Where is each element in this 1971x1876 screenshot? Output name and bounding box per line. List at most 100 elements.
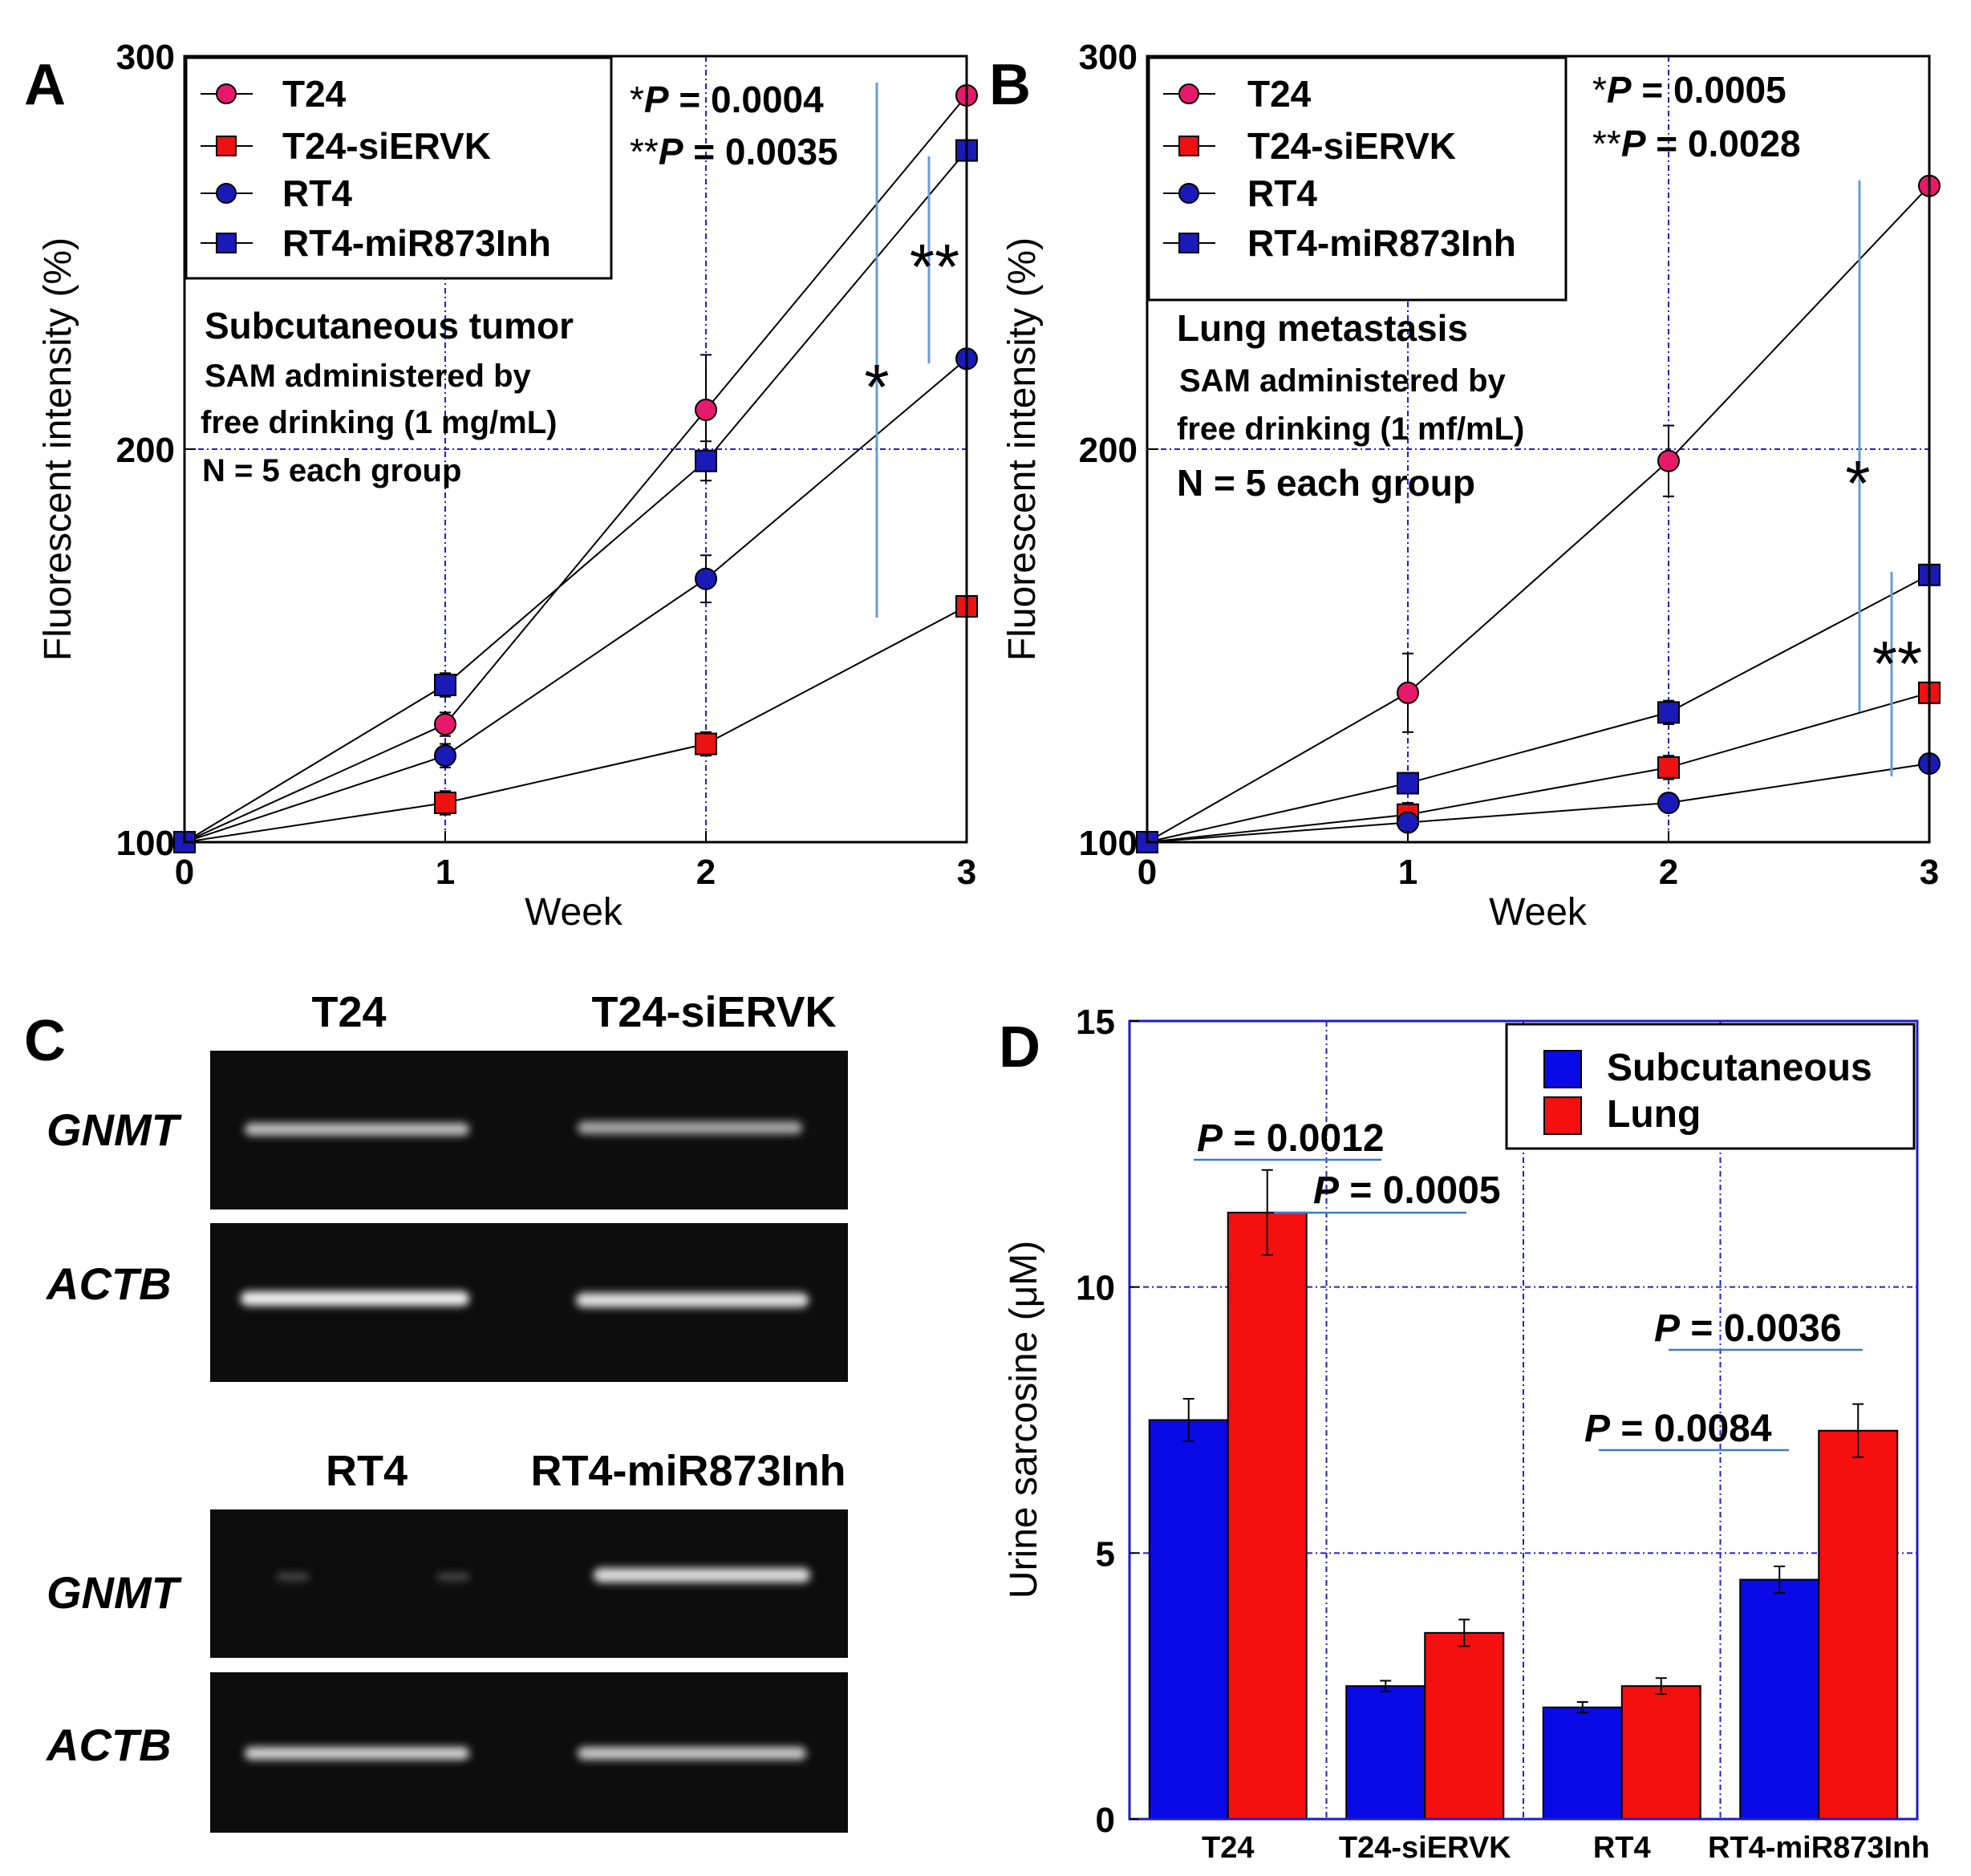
panel-a-pvalue-1: *P = 0.0004: [630, 79, 824, 120]
gel-row-label-actb: ACTB: [45, 1720, 172, 1770]
gel-row-label-gnmt: GNMT: [47, 1104, 183, 1155]
panel-b-pvalue-2: **P = 0.0028: [1592, 123, 1801, 164]
panel-b-chart: B 0 1 2 3 100 200 300 Week Fluorescent intensi…: [989, 38, 1941, 934]
x-category-label: T24: [1202, 1831, 1254, 1865]
bar-lung-rt4-mir873inh: [1818, 1429, 1899, 1821]
legend-item-rt4: RT4: [201, 172, 352, 214]
panel-label-a: A: [24, 53, 66, 117]
panel-a-annotation-line3: free drinking (1 mg/mL): [201, 405, 558, 440]
y-tick-label: 5: [1096, 1534, 1115, 1574]
data-point-t24-siervk: [695, 732, 717, 756]
data-point-rt4-mir873inh: [434, 674, 456, 696]
legend-label: RT4: [282, 172, 352, 214]
x-tick-label: 3: [957, 853, 976, 892]
legend-label: RT4: [1247, 172, 1317, 214]
legend-label: RT4-miR873Inh: [1247, 222, 1516, 264]
data-point-rt4-mir873inh: [1657, 701, 1680, 724]
panel-d-chart: D T24 T24-siERVK RT4 RT4-miR873Inh 0 5 10 15 Ur…: [999, 1003, 1930, 1865]
panel-b-annotation-line4: N = 5 each group: [1177, 462, 1475, 504]
x-tick-label: 0: [175, 853, 194, 892]
panel-d-y-axis-label: Urine sarcosine (μM): [1003, 1241, 1045, 1598]
x-tick-label: 2: [696, 853, 716, 892]
data-point-t24-siervk: [434, 792, 456, 814]
gel-band: [245, 1747, 469, 1760]
data-point-t24: [434, 713, 456, 735]
gel-band: [437, 1574, 469, 1580]
x-tick-label: 2: [1659, 853, 1678, 892]
legend-label: Lung: [1607, 1093, 1701, 1136]
panel-a-annotation-line4: N = 5 each group: [202, 453, 461, 488]
legend-label: T24: [282, 73, 347, 115]
panel-a-markers: [173, 84, 978, 853]
data-point-rt4: [434, 744, 456, 768]
bar-subcutaneous-t24-siervk: [1345, 1685, 1426, 1821]
y-tick-label: 100: [1079, 824, 1138, 863]
significance-star-1: *: [1845, 448, 1870, 519]
gel-row-label-gnmt: GNMT: [47, 1567, 183, 1618]
panel-a-ticks: 0 1 2 3 100 200 300: [116, 38, 977, 892]
panel-a-pvalue-2: **P = 0.0035: [630, 131, 838, 172]
panel-a-x-axis-label: Week: [525, 891, 623, 934]
legend-item-t24: T24: [1163, 73, 1312, 115]
legend-item-rt4-mir873inh: RT4-miR873Inh: [1163, 222, 1516, 264]
gel-band: [578, 1121, 802, 1134]
data-point-t24: [1657, 449, 1680, 472]
legend-item-rt4-mir873inh: RT4-miR873Inh: [201, 222, 551, 264]
y-tick-label: 15: [1076, 1003, 1115, 1042]
panel-d-plot-frame: [1128, 1019, 1919, 1821]
gel-band: [594, 1568, 810, 1582]
gel-band: [245, 1123, 469, 1136]
panel-d-pvalue-3: P = 0.0036: [1654, 1307, 1842, 1350]
series-line-t24-siervk: [1146, 691, 1930, 843]
panel-b-pvalue-1: *P = 0.0005: [1592, 69, 1786, 111]
y-tick-label: 200: [116, 431, 175, 470]
panel-a-y-axis-label: Fluorescent intensity (%): [37, 237, 79, 661]
series-line-t24-siervk: [184, 606, 967, 843]
series-line-t24: [184, 95, 967, 843]
panel-a-legend: T24 T24-siERVK RT4 RT4-miR873Inh: [185, 56, 613, 280]
panel-a-annotation-line2: SAM administered by: [205, 359, 532, 394]
panel-label-c: C: [24, 1009, 66, 1073]
x-category-label: T24-siERVK: [1339, 1831, 1511, 1865]
legend-label: Subcutaneous: [1607, 1047, 1872, 1089]
panel-d-grid: [1129, 1021, 1917, 1819]
x-category-label: RT4-miR873Inh: [1708, 1831, 1930, 1865]
y-tick-label: 100: [116, 824, 175, 863]
data-point-rt4: [1657, 792, 1680, 814]
panel-d-pvalue-4: P = 0.0084: [1584, 1408, 1772, 1450]
panel-label-d: D: [999, 1015, 1040, 1080]
series-line-rt4: [1146, 763, 1930, 843]
y-tick-label: 0: [1096, 1801, 1115, 1840]
x-category-label: RT4: [1593, 1831, 1651, 1865]
series-line-t24: [1146, 185, 1930, 843]
gel-band: [578, 1747, 806, 1760]
panel-a-chart: A 0 1 2 3 100 200 300 Week Fluorescent intensi…: [24, 38, 978, 934]
panel-label-b: B: [989, 53, 1031, 117]
legend-item-t24-siervk: T24-siERVK: [201, 125, 491, 167]
panel-b-annotation-line3: free drinking (1 mf/mL): [1177, 411, 1524, 447]
gel-band: [576, 1293, 809, 1307]
significance-star-2: **: [1872, 628, 1922, 699]
y-tick-label: 200: [1079, 431, 1138, 470]
panel-b-ticks: 0 1 2 3 100 200 300: [1079, 38, 1940, 892]
panel-d-ticks: T24 T24-siERVK RT4 RT4-miR873Inh 0 5 10 15: [1076, 1003, 1930, 1865]
legend-item-rt4: RT4: [1163, 172, 1317, 214]
bar-subcutaneous-t24: [1148, 1419, 1229, 1820]
gel-lane-label-t24: T24: [311, 988, 386, 1036]
x-tick-label: 3: [1920, 853, 1939, 892]
panel-a-grid: [185, 56, 967, 842]
legend-swatch-subcutaneous: [1543, 1050, 1582, 1088]
gel-band: [277, 1574, 309, 1580]
panel-c-gel-images: C T24 T24-siERVK GNMT ACTB RT4 RT4-miR87…: [24, 988, 848, 1833]
y-tick-label: 300: [116, 38, 175, 77]
bar-subcutaneous-rt4: [1542, 1706, 1623, 1820]
panel-d-pvalue-1: P = 0.0012: [1197, 1117, 1385, 1160]
legend-item-t24-siervk: T24-siERVK: [1163, 125, 1456, 167]
gel-band: [241, 1291, 469, 1306]
legend-label: RT4-miR873Inh: [282, 222, 551, 264]
gel-lane-label-rt4: RT4: [326, 1447, 408, 1495]
bar-lung-t24: [1227, 1211, 1308, 1821]
significance-star-2: **: [910, 231, 959, 302]
panel-b-annotation-title: Lung metastasis: [1177, 307, 1468, 349]
